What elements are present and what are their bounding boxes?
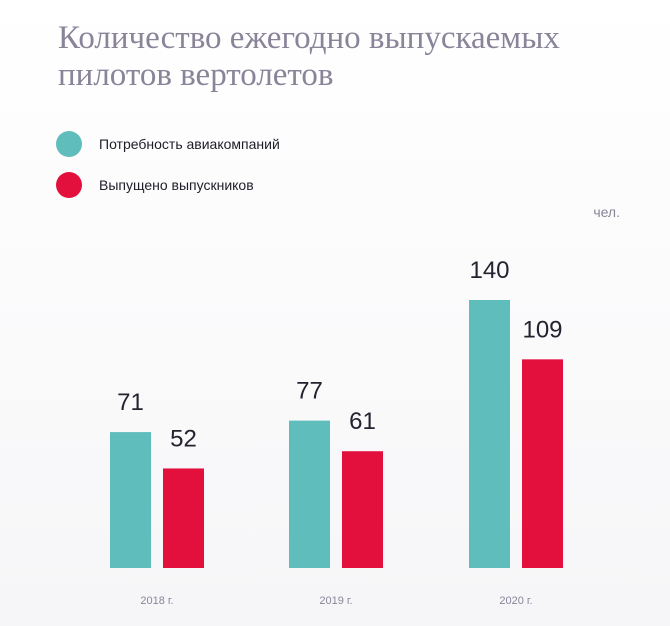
bar-demand-1	[289, 420, 330, 568]
legend: Потребность авиакомпаний Выпущено выпуск…	[56, 130, 280, 212]
chart-title: Количество ежегодно выпускаемых пилотов …	[58, 20, 648, 94]
x-tick-label-2: 2020 г.	[499, 595, 532, 607]
bar-graduates-2	[522, 359, 563, 568]
data-label-graduates-1: 61	[349, 408, 376, 435]
data-label-demand-2: 140	[469, 257, 509, 284]
x-tick-label-0: 2018 г.	[140, 595, 173, 607]
legend-swatch-demand	[56, 131, 82, 157]
bar-graduates-0	[163, 468, 204, 568]
legend-swatch-graduates	[56, 172, 82, 198]
legend-label-graduates: Выпущено выпускников	[99, 177, 254, 193]
bar-graduates-1	[342, 451, 383, 568]
bar-demand-2	[469, 300, 510, 568]
legend-label-demand: Потребность авиакомпаний	[99, 136, 280, 152]
data-label-graduates-2: 109	[522, 316, 562, 343]
chart-title-line-1: Количество ежегодно выпускаемых	[58, 20, 560, 56]
data-label-demand-1: 77	[296, 378, 323, 405]
chart-title-line-2: пилотов вертолетов	[58, 57, 334, 93]
unit-label: чел.	[593, 204, 620, 220]
x-tick-label-1: 2019 г.	[319, 595, 352, 607]
data-label-demand-0: 71	[117, 389, 144, 416]
data-label-graduates-0: 52	[170, 425, 197, 452]
legend-item-graduates: Выпущено выпускников	[56, 171, 280, 199]
bar-demand-0	[110, 432, 151, 568]
legend-item-demand: Потребность авиакомпаний	[56, 130, 280, 158]
